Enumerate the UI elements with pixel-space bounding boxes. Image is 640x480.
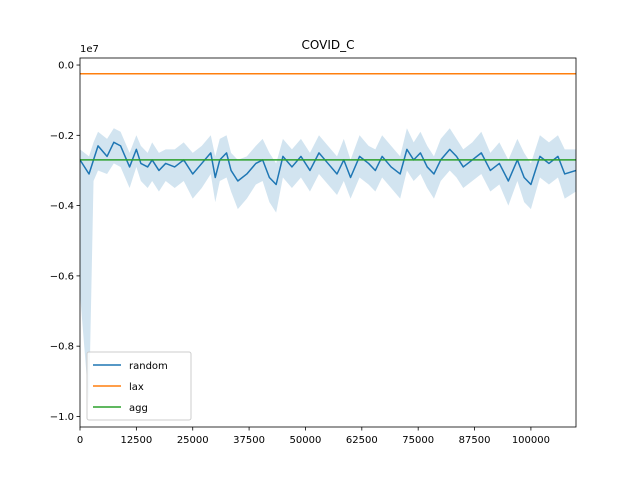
- y-tick-label: −0.4: [50, 201, 74, 212]
- x-tick-label: 50000: [290, 435, 322, 446]
- plot-area: [80, 73, 576, 406]
- series-line-random: [80, 141, 576, 186]
- x-tick-label: 25000: [177, 435, 209, 446]
- x-tick-label: 75000: [402, 435, 434, 446]
- y-tick-label: −0.6: [50, 271, 74, 282]
- legend-label-lax: lax: [129, 382, 144, 393]
- plot-clipped-group: [80, 73, 576, 406]
- legend-box: [86, 351, 192, 421]
- legend-label-agg: agg: [129, 403, 148, 414]
- x-tick-label: 37500: [233, 435, 265, 446]
- y-tick-label: −0.2: [50, 131, 74, 142]
- y-tick-label: 0.0: [58, 61, 74, 72]
- x-tick-label: 62500: [346, 435, 378, 446]
- x-tick-label: 12500: [120, 435, 152, 446]
- legend: random lax agg: [86, 351, 192, 421]
- y-axis-scale-label: 1e7: [80, 44, 99, 55]
- legend-label-random: random: [129, 361, 168, 372]
- axes-frame: [79, 57, 577, 428]
- chart-title: COVID_C: [302, 38, 355, 52]
- axes: 0 12500 25000 37500 50000 62500 75000 87500 1000…: [50, 57, 577, 446]
- y-tick-label: −1.0: [50, 412, 74, 423]
- x-tick-label: 87500: [459, 435, 491, 446]
- series-band-random: [80, 128, 576, 406]
- x-tick-label: 0: [77, 435, 83, 446]
- y-tick-label: −0.8: [50, 342, 74, 353]
- x-tick-label: 100000: [512, 435, 550, 446]
